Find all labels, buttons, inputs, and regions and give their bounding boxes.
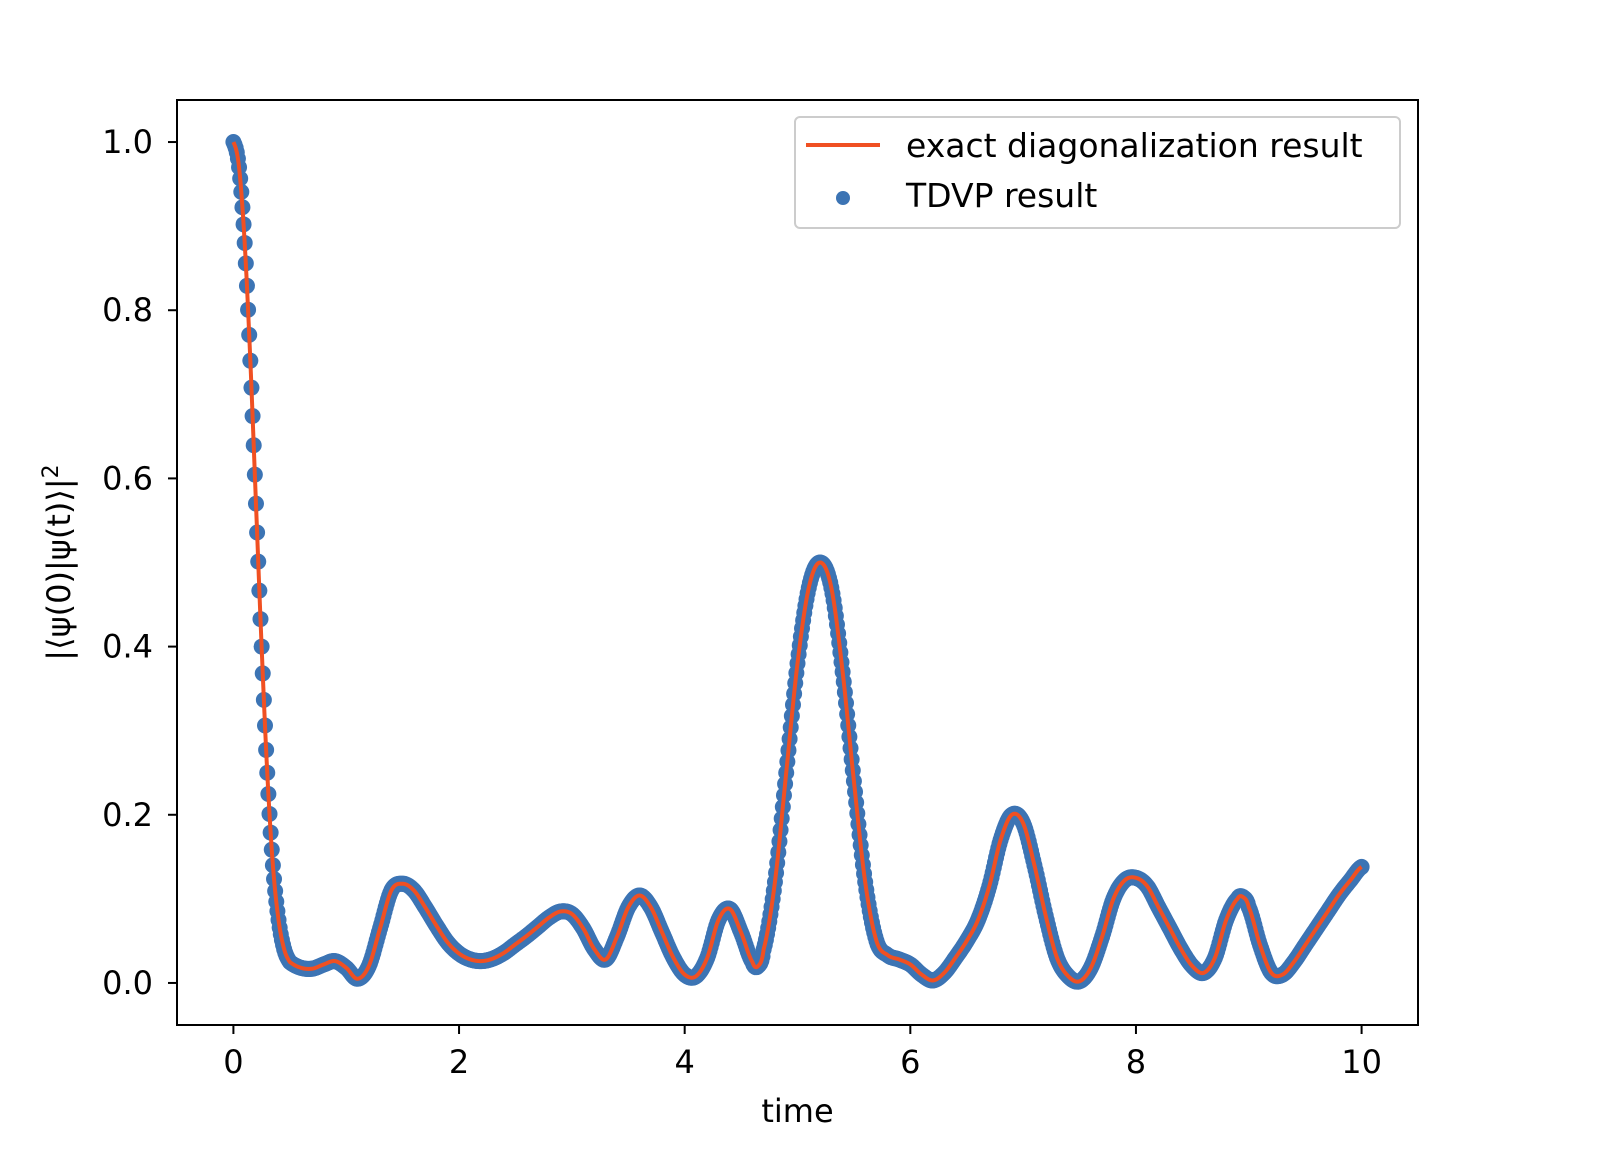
y-axis-label-sup: 2 [39, 464, 64, 478]
x-tick-label: 10 [1341, 1043, 1382, 1081]
x-tick-label: 2 [449, 1043, 469, 1081]
plot-data [225, 134, 1370, 990]
x-axis-label: time [761, 1092, 833, 1130]
y-tick-label: 0.2 [102, 796, 153, 834]
y-tick-label: 0.4 [102, 628, 153, 666]
y-tick-label: 1.0 [102, 123, 153, 161]
legend-label-exact: exact diagonalization result [906, 126, 1363, 165]
y-axis-label-main: |⟨ψ(0)|ψ(t)⟩| [40, 478, 78, 660]
legend: exact diagonalization result TDVP result [794, 116, 1401, 229]
x-tick-label: 6 [900, 1043, 920, 1081]
axes-border [176, 99, 1419, 1026]
exact-diagonalization-line [231, 141, 1364, 984]
y-axis-label: |⟨ψ(0)|ψ(t)⟩|2 [39, 464, 78, 660]
legend-label-tdvp: TDVP result [905, 176, 1097, 215]
y-tick-label: 0.6 [102, 459, 153, 497]
x-tick-label: 4 [675, 1043, 695, 1081]
y-tick-label: 0.0 [102, 964, 153, 1002]
y-tick-label: 0.8 [102, 291, 153, 329]
legend-dot-swatch [836, 191, 850, 205]
y-axis-ticks: 0.0 0.2 0.4 0.6 0.8 1.0 [102, 123, 177, 1002]
tdvp-scatter-series [225, 134, 1370, 990]
axes-frame [176, 99, 1419, 1026]
x-tick-label: 8 [1126, 1043, 1146, 1081]
x-tick-label: 0 [223, 1043, 243, 1081]
legend-box [794, 116, 1401, 229]
x-axis-ticks: 0 2 4 6 8 10 [223, 1025, 1382, 1081]
